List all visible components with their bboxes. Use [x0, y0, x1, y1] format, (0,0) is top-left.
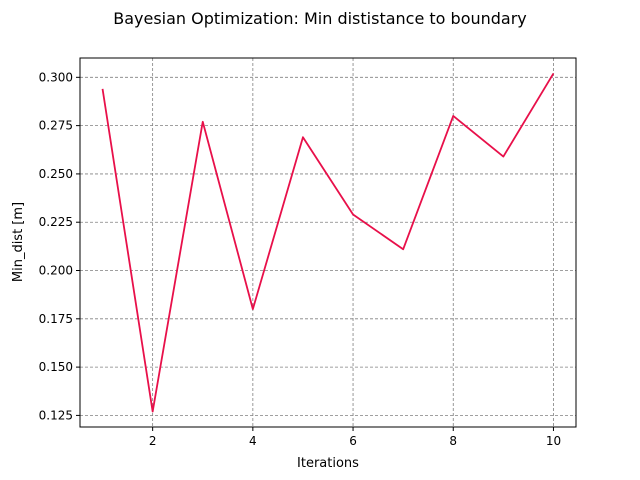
y-tick-label: 0.150: [39, 360, 73, 374]
series-line: [101, 72, 555, 413]
y-tick-label: 0.225: [39, 215, 73, 229]
y-axis-label: Min_dist [m]: [11, 202, 26, 282]
y-tick-label: 0.200: [39, 264, 73, 278]
x-tick-label: 8: [449, 434, 457, 448]
y-tick-label: 0.275: [39, 119, 73, 133]
ticks: 2 4 6 8 10 0.125 0.150 0.175 0.200 0.225 0.250 0.27…: [39, 70, 561, 448]
x-tick-label: 4: [249, 434, 257, 448]
x-tick-label: 6: [349, 434, 357, 448]
x-tick-label: 2: [149, 434, 157, 448]
series-layer: [101, 72, 555, 413]
x-axis-label: Iterations: [297, 456, 359, 471]
grid: [80, 58, 576, 427]
y-tick-label: 0.125: [39, 408, 73, 422]
chart-title: Bayesian Optimization: Min dististance t…: [113, 9, 527, 28]
x-tick-label: 10: [546, 434, 561, 448]
y-tick-label: 0.175: [39, 312, 73, 326]
y-tick-label: 0.300: [39, 70, 73, 84]
plot-frame: [79, 57, 577, 428]
y-tick-label: 0.250: [39, 167, 73, 181]
